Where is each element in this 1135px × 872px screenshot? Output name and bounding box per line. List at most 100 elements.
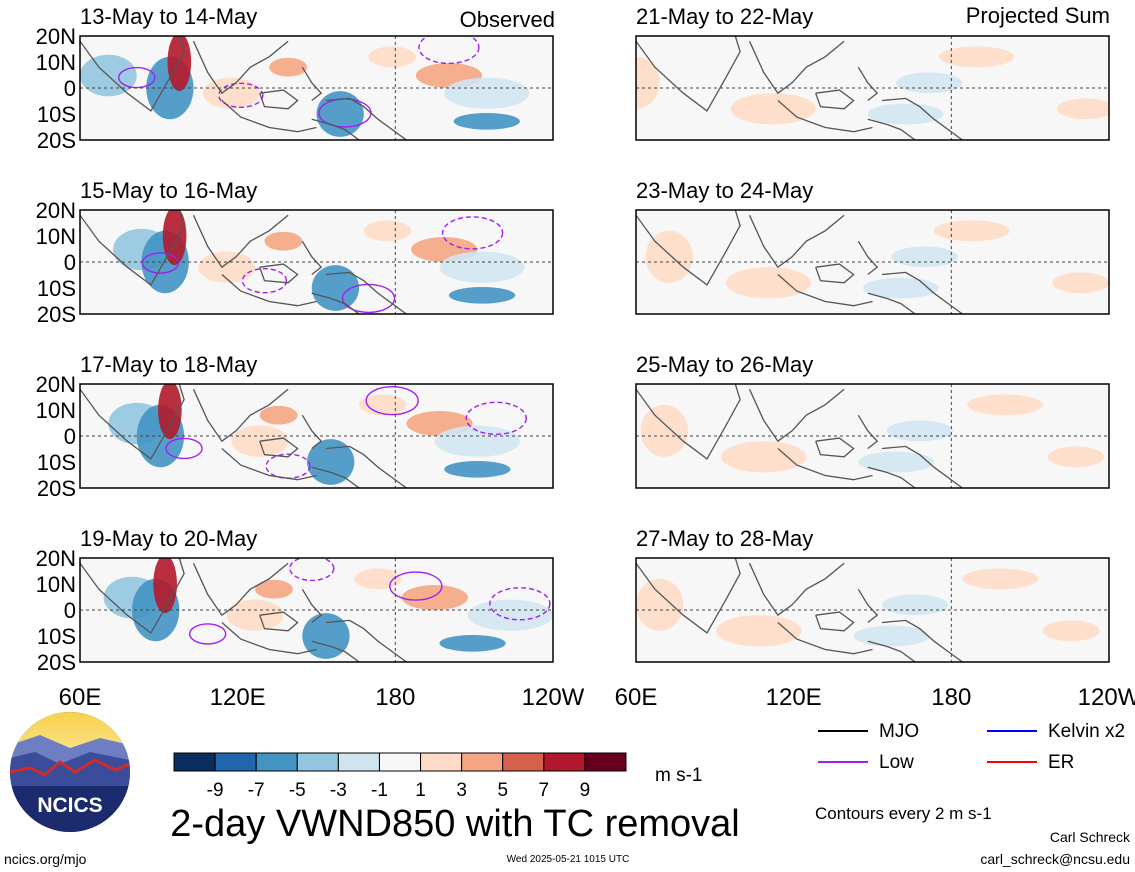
map-panel-right-4: 27-May to 28-May — [635, 526, 1110, 663]
anomaly-shading — [368, 46, 416, 68]
colorbar-tick-label: 9 — [580, 780, 591, 801]
figure-title: 2-day VWND850 with TC removal — [170, 803, 739, 845]
panel-date: 17-May to 18-May — [80, 352, 257, 377]
colorbar-swatch — [214, 752, 257, 772]
anomaly-shading — [730, 93, 816, 125]
author-email: carl_schreck@ncsu.edu — [980, 851, 1130, 867]
colorbar-swatch — [337, 752, 380, 772]
anomaly-shading — [316, 91, 364, 137]
coastline — [259, 437, 299, 458]
coastline — [748, 388, 845, 443]
legend: MJO Kelvin x2 Low ER — [818, 721, 1125, 773]
lat-label: 10N — [36, 50, 76, 75]
anomaly-shading — [401, 585, 468, 611]
units-label: m s-1 — [655, 765, 703, 786]
colorbar-swatch — [173, 752, 216, 772]
anomaly-shading — [444, 77, 530, 109]
coastline — [80, 384, 185, 460]
anomaly-shading — [162, 210, 187, 266]
anomaly-shading — [1056, 98, 1109, 120]
panel-date: 23-May to 24-May — [636, 178, 813, 203]
coastline — [221, 274, 317, 307]
coastline — [259, 89, 299, 110]
legend-label: Kelvin x2 — [1048, 721, 1125, 742]
anomaly-shading — [264, 231, 303, 251]
anomaly-shading — [716, 615, 802, 647]
lat-label: 10N — [36, 398, 76, 423]
author-name: Carl Schreck — [1050, 829, 1131, 845]
lat-label: 10S — [37, 624, 76, 649]
lon-label: 60E — [615, 684, 658, 711]
anomaly-shading — [881, 594, 949, 616]
panel-frame — [79, 557, 554, 663]
colorbar-tick-label: 3 — [456, 780, 467, 801]
anomaly-shading — [863, 277, 939, 299]
coastline — [867, 466, 916, 488]
colorbar-tick-label: -1 — [371, 780, 388, 801]
anomaly-shading — [867, 103, 944, 125]
colorbar-tick-label: 5 — [497, 780, 508, 801]
colorbar-swatch — [296, 752, 339, 772]
low-contour — [165, 437, 203, 460]
colorbar-swatch — [255, 752, 298, 772]
colorbar-tick-label: -5 — [289, 780, 306, 801]
coastline — [192, 214, 289, 269]
anomaly-shading — [858, 451, 934, 473]
anomaly-shading — [434, 425, 520, 457]
anomaly-shading — [938, 46, 1015, 68]
lon-label: 180 — [931, 684, 971, 711]
coastline — [259, 611, 299, 632]
low-contour — [289, 558, 335, 582]
ncics-logo: NCICS — [10, 712, 130, 832]
coastline — [311, 466, 360, 488]
panel-frame — [635, 35, 1110, 141]
colorbar-tick-label: -3 — [330, 780, 347, 801]
anomaly-shading — [725, 267, 812, 299]
anomaly-shading — [467, 599, 553, 631]
legend-label: Low — [879, 752, 914, 773]
coastline — [311, 118, 360, 140]
anomaly-shading — [1047, 446, 1105, 468]
anomaly-shading — [255, 579, 293, 599]
contour-note: Contours every 2 m s-1 — [815, 804, 992, 823]
map-panel-left-2: 15-May to 16-May — [79, 178, 554, 315]
coastline — [881, 271, 963, 314]
panel-frame — [635, 557, 1110, 663]
site-link[interactable]: ncics.org/mjo — [4, 851, 87, 867]
map-panel-right-2: 23-May to 24-May — [635, 178, 1110, 315]
anomaly-shading — [640, 404, 689, 457]
anomaly-shading — [198, 251, 256, 283]
anomaly-shading — [444, 460, 511, 478]
lon-label: 120E — [210, 684, 266, 711]
anomaly-shading — [962, 568, 1039, 590]
lon-label: 120W — [522, 684, 585, 711]
low-contour — [189, 623, 227, 645]
coastline — [325, 619, 407, 662]
map-panel-right-1: 21-May to 22-May — [635, 4, 1110, 141]
low-contour — [441, 216, 504, 250]
timestamp: Wed 2025-05-21 1015 UTC — [507, 854, 630, 865]
lon-label: 180 — [375, 684, 415, 711]
low-contour — [465, 401, 527, 436]
lat-label: 20N — [36, 372, 76, 397]
anomaly-shading — [448, 286, 516, 304]
colorbar-tick-label: 7 — [539, 780, 550, 801]
anomaly-shading — [453, 112, 520, 130]
coastline — [325, 445, 407, 488]
lat-label: 20N — [36, 24, 76, 49]
anomaly-shading — [363, 220, 412, 242]
lat-label: 20S — [37, 650, 76, 675]
colorbar-tick-label: -7 — [248, 780, 265, 801]
coastline — [192, 40, 289, 95]
coastline — [311, 640, 360, 662]
anomaly-shading — [153, 558, 177, 614]
coastline — [881, 619, 963, 662]
panel-frame — [79, 35, 554, 141]
coastline — [636, 384, 741, 460]
lon-label: 120E — [766, 684, 822, 711]
axis-labels: 20N10N010S20S20N10N010S20S20N10N010S20S2… — [36, 24, 1135, 711]
observed-label: Observed — [460, 7, 555, 32]
lon-label: 60E — [59, 684, 102, 711]
lon-label: 120W — [1078, 684, 1135, 711]
colorbar-tick-label: 1 — [415, 780, 426, 801]
